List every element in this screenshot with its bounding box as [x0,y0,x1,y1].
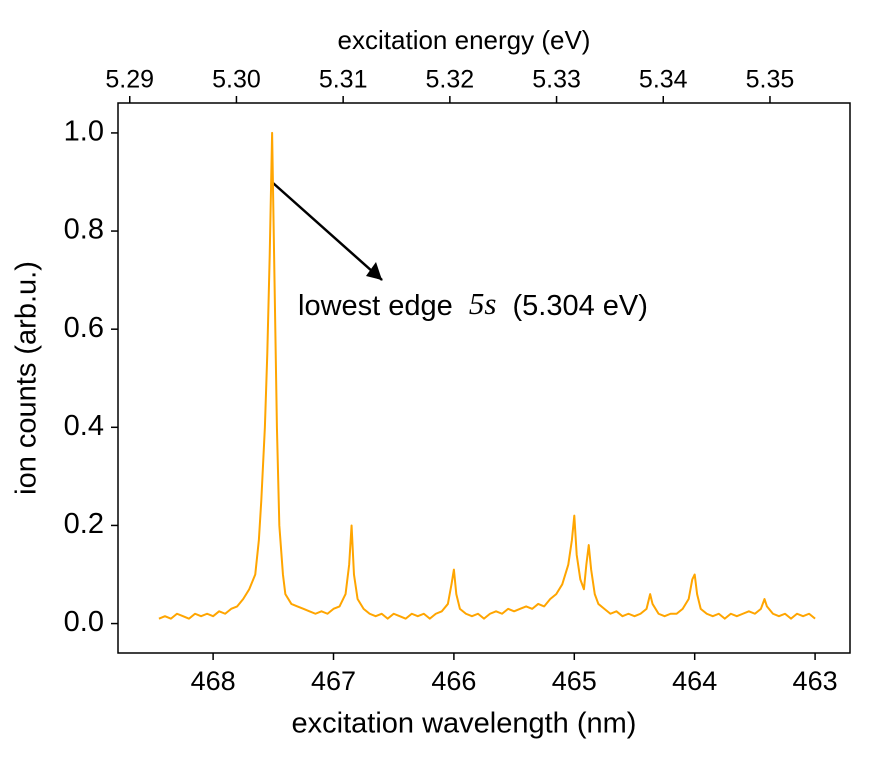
plot-frame [117,102,851,654]
annotation-text: lowest edge [298,290,453,322]
annotation-symbol: 5s [469,286,497,321]
y-tick-label: 0.4 [64,410,104,442]
x2-axis-label: excitation energy (eV) [338,25,591,55]
x-tick-label: 468 [191,666,236,696]
x2-tick-label: 5.32 [426,66,475,94]
x-tick-label: 466 [431,666,476,696]
x2-tick-label: 5.29 [105,66,154,94]
x-tick-label: 464 [672,666,717,696]
data-line [158,131,816,620]
arrow-head [366,262,382,280]
y-axis-label: ion counts (arb.u.) [11,261,43,495]
x2-tick-label: 5.35 [746,66,795,94]
y-tick-label: 0.0 [64,606,104,638]
annotation-arrow [272,182,383,281]
x-tick-label: 465 [552,666,597,696]
y-tick-label: 0.8 [64,214,104,246]
x2-tick-label: 5.31 [319,66,368,94]
annotation: lowest edge 5s (5.304 eV) [298,286,648,322]
x-tick-label: 463 [793,666,838,696]
y-tick-label: 0.2 [64,508,104,540]
annotation-text: (5.304 eV) [512,290,647,322]
x2-tick-label: 5.30 [212,66,261,94]
x-tick-label: 467 [311,666,356,696]
x2-tick-label: 5.34 [639,66,688,94]
y-tick-label: 1.0 [64,116,104,148]
x-axis-label: excitation wavelength (nm) [292,708,637,740]
x2-tick-label: 5.33 [532,66,581,94]
y-tick-label: 0.6 [64,312,104,344]
